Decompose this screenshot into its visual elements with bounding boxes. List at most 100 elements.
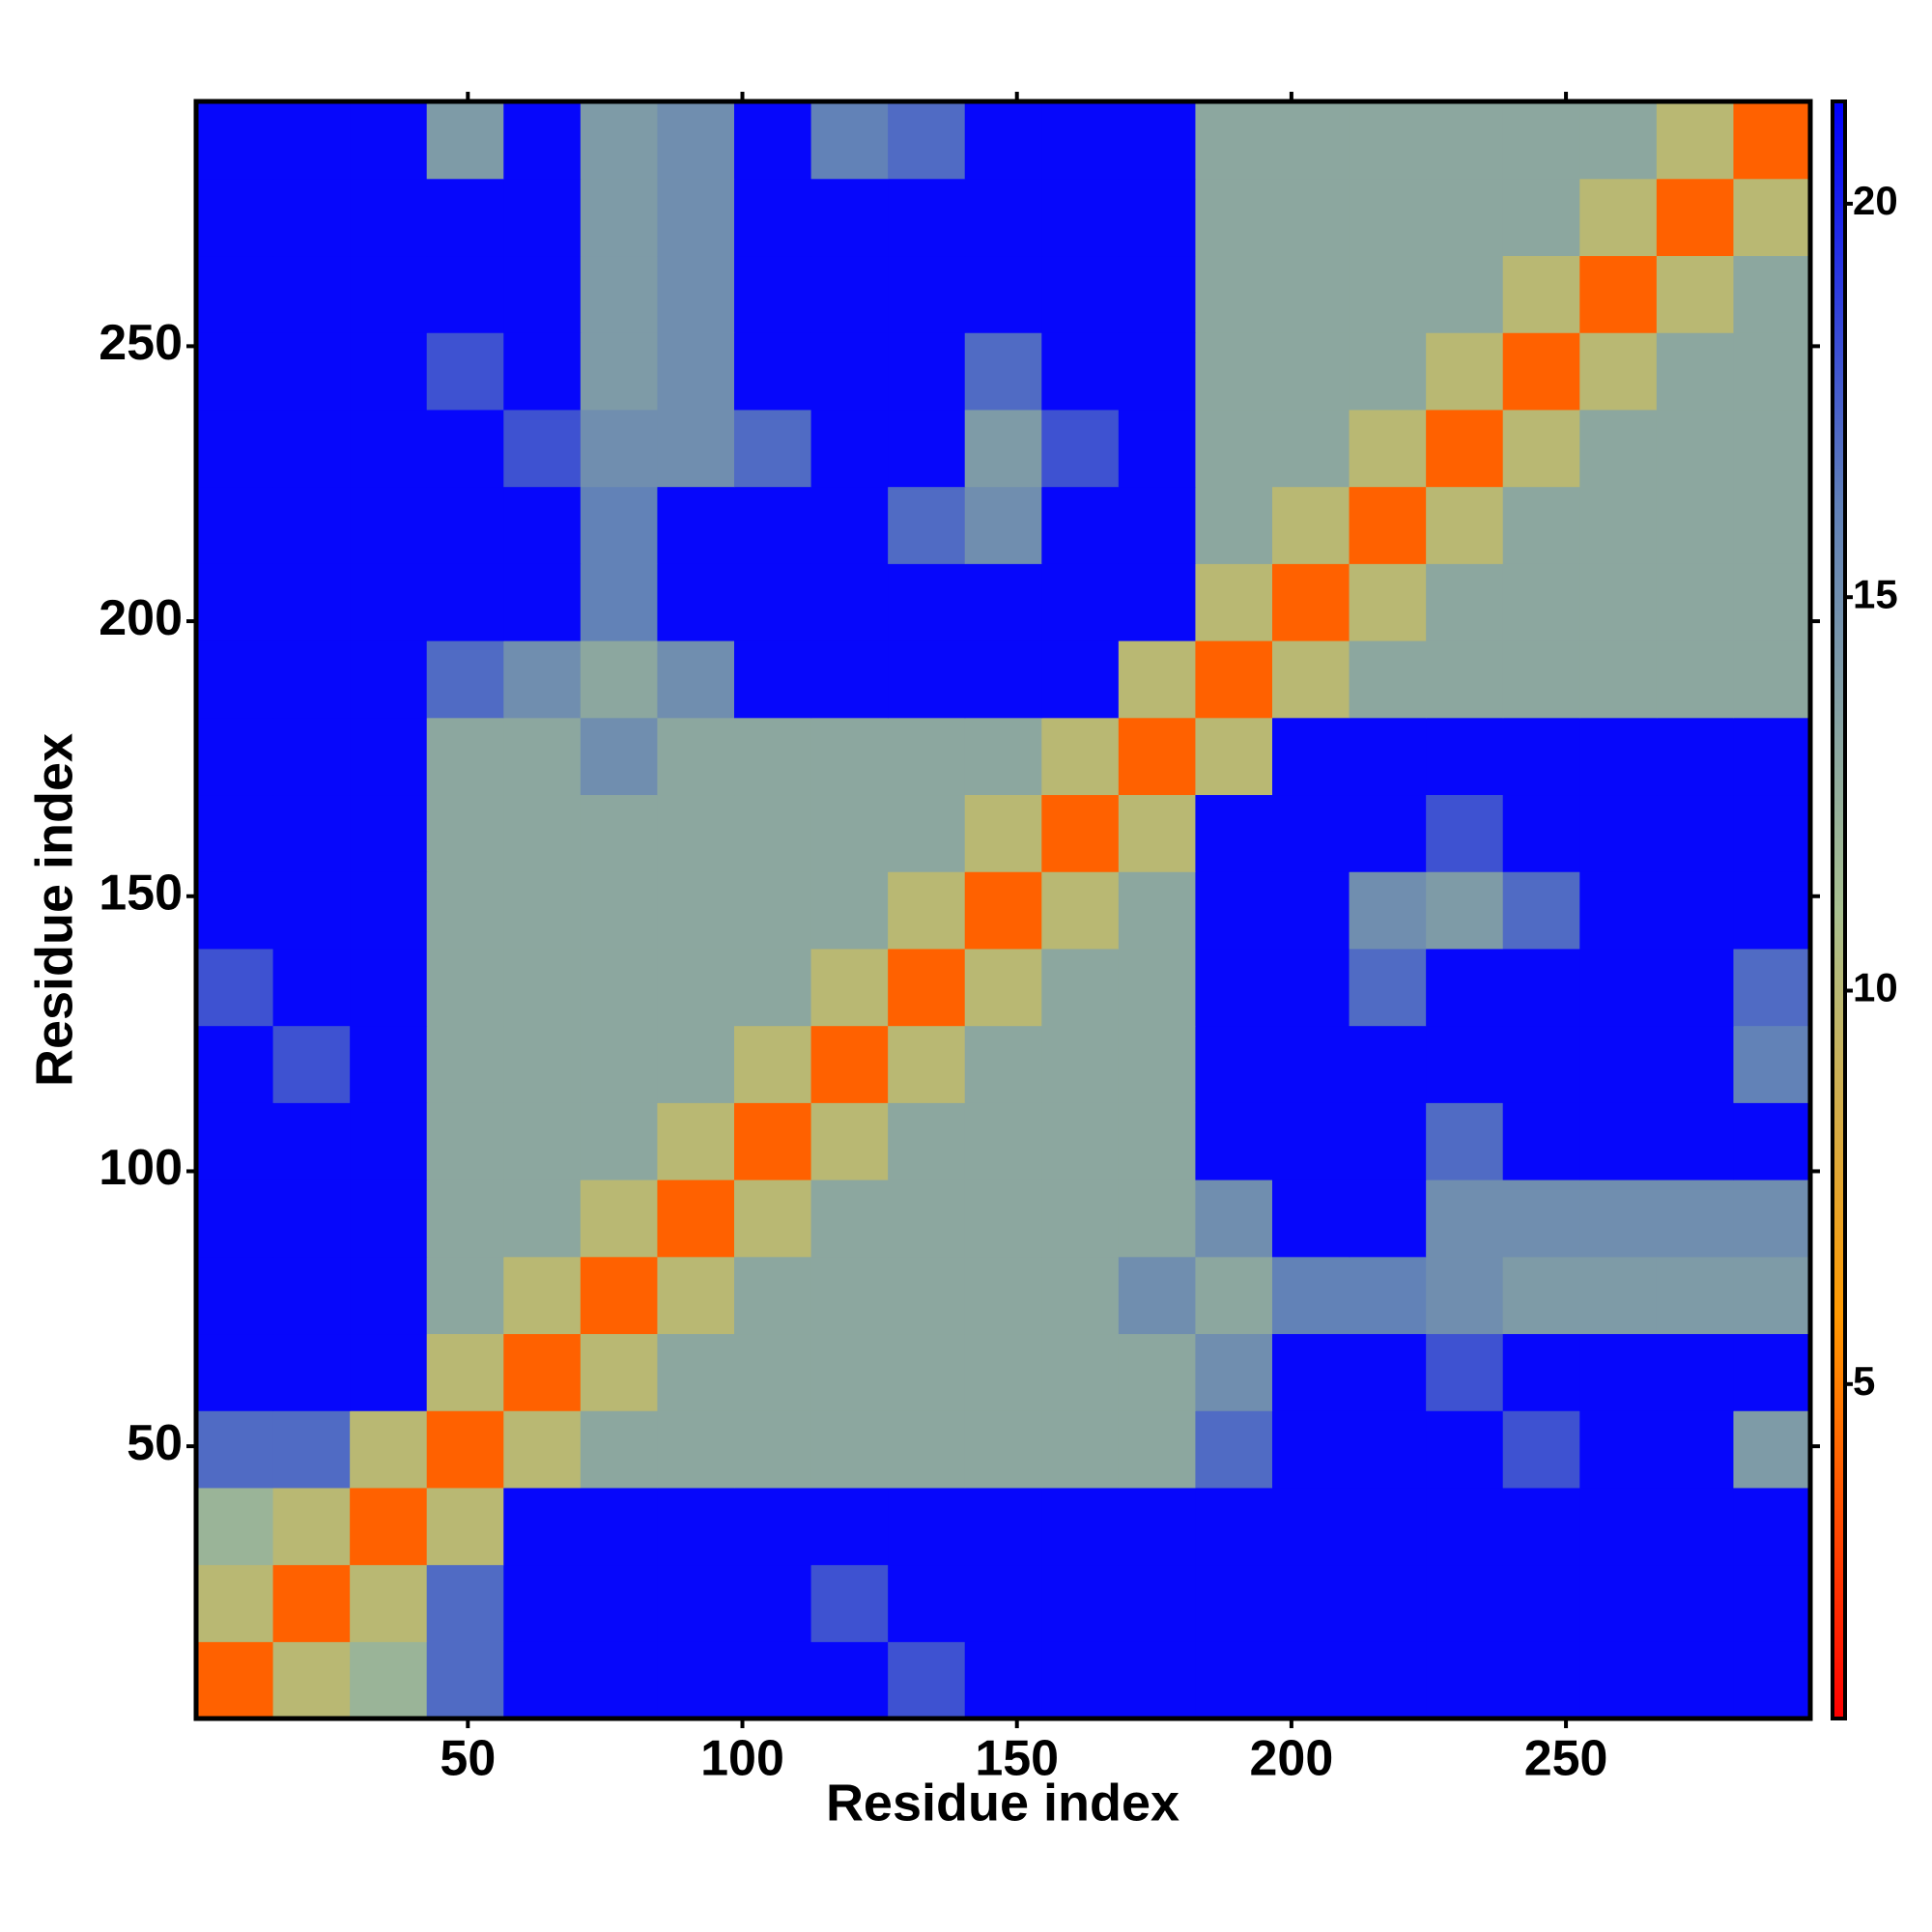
heatmap-cell [1118,101,1197,180]
heatmap-cell [1733,794,1810,872]
heatmap-cells [196,101,1810,1719]
heatmap-cell [1426,409,1504,488]
heatmap-cell [734,1333,812,1411]
heatmap-cell [1502,1179,1580,1258]
heatmap-cell [964,1333,1042,1411]
heatmap-cell [503,101,582,180]
heatmap-cell [1579,409,1658,488]
heatmap-cell [734,794,812,872]
heatmap-cell [1272,255,1350,333]
heatmap-cell [503,1333,582,1411]
heatmap-cell [1426,871,1504,950]
heatmap-cell [272,101,351,180]
heatmap-cell [580,1487,659,1566]
heatmap-cell [734,409,812,488]
heatmap-cell [1656,640,1735,719]
heatmap-cell [734,486,812,564]
heatmap-cell [1195,409,1273,488]
heatmap-cell [734,1410,812,1489]
heatmap-cell [888,332,966,411]
heatmap-cell [810,332,889,411]
heatmap-cell [657,1333,735,1411]
heatmap-cell [1349,332,1427,411]
heatmap-cell [426,1256,504,1335]
heatmap-cell [1195,101,1273,180]
heatmap-cell [272,1564,351,1642]
heatmap-cell [196,871,274,950]
heatmap-cell [1195,1410,1273,1489]
heatmap-cell [196,1564,274,1642]
heatmap-cell [1733,640,1810,719]
heatmap-cell [1349,178,1427,257]
colorbar [1831,99,1847,1720]
heatmap-cell [1041,1410,1120,1489]
heatmap-cell [1272,1641,1350,1719]
heatmap-cell [734,1179,812,1258]
heatmap-cell [1733,1564,1810,1642]
heatmap-cell [1118,717,1197,796]
heatmap-cell [426,255,504,333]
heatmap-cell [1579,717,1658,796]
heatmap-cell [888,486,966,564]
heatmap-cell [1656,409,1735,488]
heatmap-cell [1656,486,1735,564]
heatmap-cell [1579,1102,1658,1180]
heatmap-cell [1041,640,1120,719]
heatmap-cell [1502,255,1580,333]
heatmap-cell [1426,1102,1504,1180]
heatmap-cell [657,1256,735,1335]
heatmap-cell [1656,1564,1735,1642]
heatmap-cell [810,1025,889,1103]
heatmap-cell [503,1256,582,1335]
x-tick-label: 200 [1250,1731,1334,1787]
heatmap-cell [1349,1102,1427,1180]
heatmap-cell [888,1564,966,1642]
heatmap-cell [1656,1025,1735,1103]
heatmap-cell [426,1487,504,1566]
colorbar-tick-label: 20 [1853,178,1898,223]
heatmap-cell [1118,948,1197,1027]
heatmap-cell [580,178,659,257]
heatmap-cell [1349,1641,1427,1719]
heatmap-cell [426,871,504,950]
heatmap-cell [1272,178,1350,257]
heatmap-cell [1041,1179,1120,1258]
heatmap-cell [503,1410,582,1489]
heatmap-cell [503,332,582,411]
heatmap-cell [580,1179,659,1258]
heatmap-cell [1118,1564,1197,1642]
heatmap-cell [272,794,351,872]
heatmap-cell [1579,486,1658,564]
heatmap-cell [888,255,966,333]
heatmap-cell [1656,1256,1735,1335]
heatmap-cell [1502,1641,1580,1719]
heatmap-cell [196,486,274,564]
heatmap-cell [580,1410,659,1489]
heatmap-cell [888,1333,966,1411]
heatmap-cell [1041,486,1120,564]
heatmap-cell [964,1102,1042,1180]
heatmap-cell [657,332,735,411]
heatmap-cell [1502,1410,1580,1489]
heatmap-cell [1656,794,1735,872]
heatmap-cell [810,178,889,257]
y-tick-label: 100 [99,1140,183,1196]
heatmap-cell [272,1256,351,1335]
heatmap-cell [503,409,582,488]
heatmap-cell [426,1641,504,1719]
heatmap-cell [888,1179,966,1258]
heatmap-cell [196,717,274,796]
heatmap-cell [350,178,428,257]
heatmap-cell [734,871,812,950]
heatmap-cell [1118,1333,1197,1411]
heatmap-cell [810,1256,889,1335]
heatmap-cell [503,794,582,872]
heatmap-cell [1349,486,1427,564]
heatmap-cell [272,871,351,950]
heatmap-cell [1502,948,1580,1027]
heatmap-cell [1041,1102,1120,1180]
heatmap-cell [196,1025,274,1103]
heatmap-cell [888,409,966,488]
heatmap-cell [350,1179,428,1258]
